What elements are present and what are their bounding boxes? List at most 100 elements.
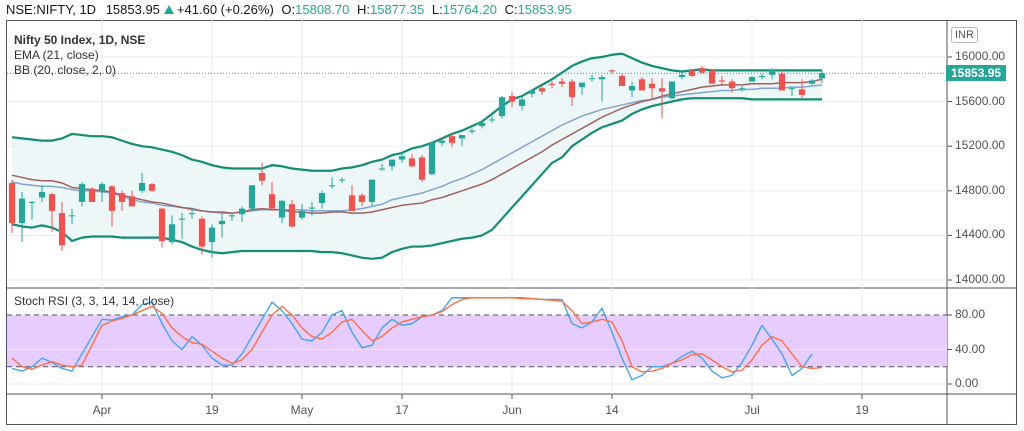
candle-body <box>78 184 86 202</box>
candle-body <box>308 207 316 209</box>
candle-body <box>508 96 516 102</box>
candle-body <box>38 191 46 198</box>
candle-body <box>148 184 156 191</box>
candle-body <box>268 194 276 209</box>
candle-body <box>518 99 526 107</box>
candle-body <box>808 80 816 84</box>
candle-body <box>128 196 136 207</box>
candle-body <box>478 122 486 127</box>
symbol-name[interactable]: NSE:NIFTY, 1D <box>6 2 97 17</box>
candle-body <box>748 77 756 82</box>
bb-basis-line <box>11 84 823 214</box>
candle-body <box>488 119 496 121</box>
candle-body <box>818 73 826 79</box>
price-tick-label: 15600.00 <box>955 93 1006 108</box>
symbol-header: NSE:NIFTY, 1D 15853.95 +41.60 (+0.26%) O:… <box>6 2 572 18</box>
candle-body <box>188 213 196 215</box>
time-tick-label: Apr <box>92 403 112 417</box>
candle-body <box>608 70 616 72</box>
candle-body <box>168 224 176 243</box>
price-tick-label: 14400.00 <box>955 227 1006 242</box>
candle-body <box>668 81 676 99</box>
candle-body <box>468 130 476 132</box>
candle-body <box>278 200 286 218</box>
candle-body <box>318 193 326 204</box>
price-tick-label: 16000.00 <box>955 49 1006 63</box>
candle-body <box>108 186 116 211</box>
time-tick-label: 19 <box>205 403 219 417</box>
stoch-tick-label: 0.00 <box>955 376 979 390</box>
time-tick-label: 14 <box>605 403 619 417</box>
candle-body <box>368 179 376 202</box>
low-label: L: <box>431 2 443 17</box>
stoch-tick-label: 80.00 <box>955 307 986 321</box>
candle-body <box>678 74 686 78</box>
candle-body <box>248 185 256 209</box>
candle-body <box>438 140 446 143</box>
candle-body <box>568 81 576 98</box>
time-tick-label: 19 <box>855 403 869 417</box>
candle-body <box>118 193 126 202</box>
main-legend: Nifty 50 Index, 1D, NSE EMA (21, close) … <box>14 33 145 78</box>
bb-fill <box>12 53 822 259</box>
up-arrow-icon <box>163 5 174 14</box>
currency-badge[interactable]: INR <box>951 27 978 43</box>
stoch-tick-label: 40.00 <box>955 341 986 356</box>
time-tick-label: Jul <box>744 403 760 417</box>
candle-body <box>588 78 596 80</box>
candle-body <box>788 88 796 90</box>
candle-body <box>558 81 566 84</box>
candle-body <box>58 213 66 246</box>
high-label: H: <box>357 2 370 17</box>
candle-body <box>358 195 366 202</box>
high-value: 15877.35 <box>370 2 425 17</box>
candle-body <box>548 83 556 85</box>
close-value: 15853.95 <box>517 2 572 17</box>
candle-body <box>288 204 296 227</box>
candle-body <box>378 168 386 170</box>
candle-body <box>728 81 736 89</box>
candle-body <box>98 184 106 191</box>
time-tick-label: 17 <box>395 403 409 417</box>
stoch-band-fill <box>7 315 947 367</box>
candle-body <box>778 73 786 91</box>
candle-body <box>228 215 236 217</box>
candle-body <box>158 208 166 241</box>
candle-body <box>538 88 546 92</box>
time-tick-label: Jun <box>502 403 522 417</box>
last-price-tag: 15853.95 <box>946 65 1007 82</box>
candle-body <box>648 83 656 89</box>
candle-body <box>388 159 396 167</box>
candle-body <box>428 142 436 175</box>
candle-body <box>198 218 206 247</box>
price-change: +41.60 (+0.26%) <box>176 2 274 17</box>
candle-body <box>218 220 226 225</box>
candle-body <box>758 75 766 78</box>
stoch-k-line <box>11 297 813 381</box>
candle-body <box>798 89 806 95</box>
bb-upper-line <box>11 52 822 172</box>
candle-body <box>688 70 696 76</box>
candle-body <box>768 69 776 75</box>
candle-body <box>658 88 666 92</box>
candle-body <box>68 215 76 217</box>
candle-body <box>408 158 416 167</box>
candle-body <box>718 80 726 82</box>
candle-body <box>18 198 26 224</box>
open-value: 15808.70 <box>295 2 350 17</box>
candle-body <box>178 218 186 220</box>
legend-title[interactable]: Nifty 50 Index, 1D, NSE <box>14 33 146 47</box>
legend-stoch[interactable]: Stoch RSI (3, 3, 14, 14, close) <box>14 294 175 308</box>
legend-bb[interactable]: BB (20, close, 2, 0) <box>14 63 117 77</box>
candle-body <box>348 195 356 211</box>
candle-body <box>708 70 716 84</box>
time-tick-label: May <box>290 403 314 417</box>
candle-body <box>398 156 406 160</box>
candle-body <box>8 182 16 224</box>
candle-body <box>498 97 506 117</box>
candle-body <box>208 227 216 243</box>
candle-body <box>238 208 246 215</box>
candle-body <box>698 68 706 73</box>
legend-ema[interactable]: EMA (21, close) <box>14 48 99 62</box>
